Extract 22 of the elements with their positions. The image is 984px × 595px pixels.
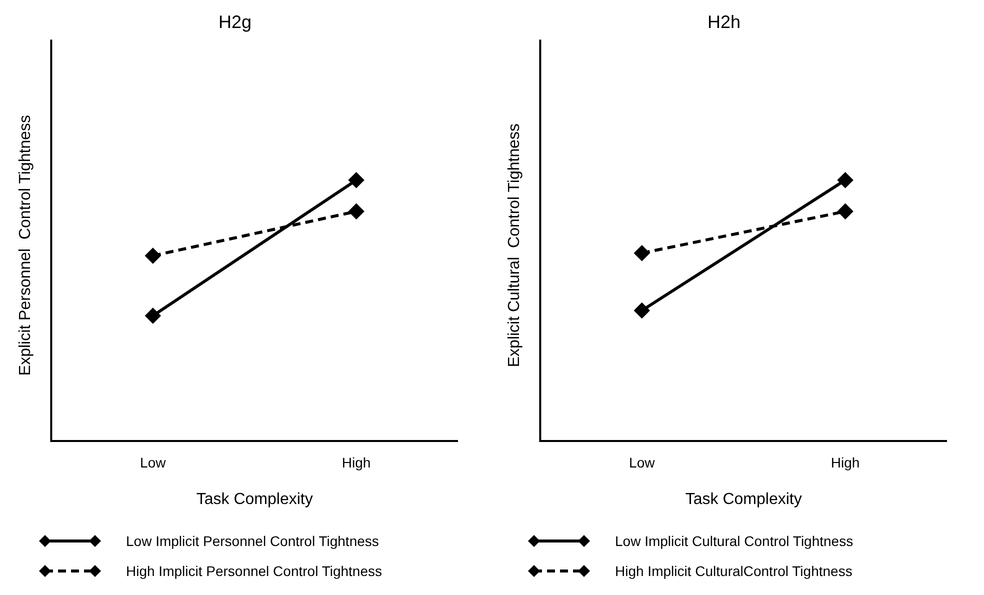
x-tick-label: Low: [629, 454, 656, 470]
legend-label: Low Implicit Cultural Control Tightness: [615, 533, 854, 549]
chart-title: H2h: [707, 12, 741, 32]
x-axis-title: Task Complexity: [685, 490, 802, 508]
point: [634, 246, 650, 261]
point: [348, 172, 364, 188]
y-axis-title: Explicit Cultural Control Tightness: [506, 123, 524, 368]
point: [634, 303, 650, 318]
point: [838, 204, 853, 219]
x-tick-label: High: [342, 454, 371, 470]
x-axis-title: Task Complexity: [196, 490, 313, 508]
chart-title: H2g: [218, 12, 252, 32]
point: [145, 248, 160, 264]
x-tick-label: High: [830, 454, 860, 470]
y-axis-title: Explicit Personnel Control Tightness: [17, 115, 34, 376]
legend-label: High Implicit CulturalControl Tightness: [615, 563, 852, 579]
point: [838, 172, 853, 188]
legend-label: Low Implicit Personnel Control Tightness: [126, 533, 379, 549]
x-tick-label: Low: [140, 454, 167, 470]
point: [348, 204, 364, 219]
point: [145, 308, 160, 324]
legend-label: High Implicit Personnel Control Tightness: [126, 563, 382, 579]
